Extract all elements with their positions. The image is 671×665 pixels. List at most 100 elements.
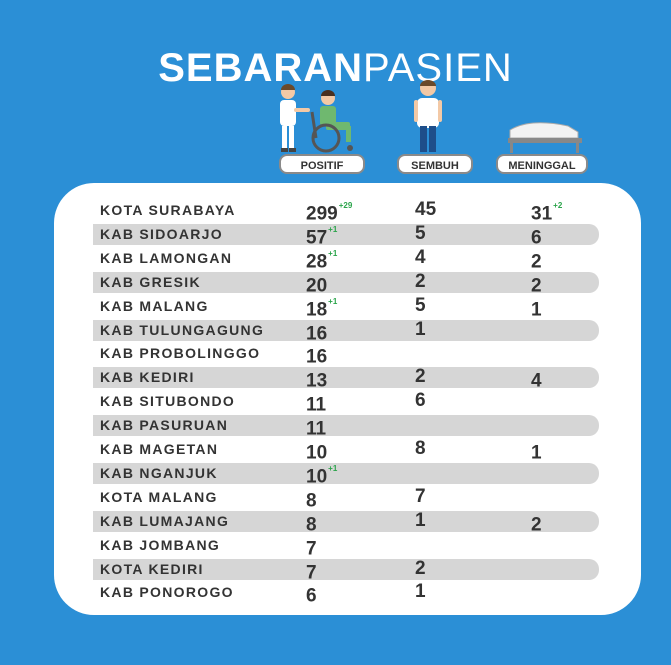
positif-value: 28+1 (306, 246, 337, 274)
positif-value: 11 (306, 413, 327, 441)
positif-count: 20 (306, 275, 328, 297)
title-light: PASIEN (363, 46, 513, 90)
table-row: KAB GRESIK 20 2 2 (93, 270, 599, 296)
sembuh-count: 2 (415, 271, 426, 292)
positif-value: 18+1 (306, 294, 337, 322)
positif-value: 8 (306, 509, 318, 537)
meninggal-count: 2 (531, 251, 542, 273)
meninggal-count: 4 (531, 370, 542, 392)
sembuh-value: 1 (415, 580, 426, 604)
positif-count: 28 (306, 251, 328, 273)
region-name: KAB PASURUAN (100, 417, 229, 433)
nurse-wheelchair-patient-icon (280, 84, 353, 153)
positif-value: 10 (306, 437, 328, 465)
region-name: KAB TULUNGAGUNG (100, 322, 265, 338)
sembuh-value: 1 (415, 318, 426, 342)
region-name: KOTA SURABAYA (100, 202, 236, 218)
positif-count: 299 (306, 203, 338, 225)
region-name: KAB LAMONGAN (100, 250, 233, 266)
positif-value: 6 (306, 580, 318, 608)
positif-value: 299+29 (306, 198, 352, 226)
sembuh-count: 1 (415, 581, 426, 602)
meninggal-count: 1 (531, 442, 542, 464)
table-row: KAB SIDOARJO 57+1 5 6 (93, 223, 599, 248)
sembuh-value: 2 (415, 365, 426, 389)
positif-count: 13 (306, 370, 328, 392)
meninggal-value: 6 (531, 222, 543, 250)
region-name: KAB MAGETAN (100, 441, 219, 457)
table-row: KAB PONOROGO 6 1 (93, 580, 599, 606)
meninggal-count: 2 (531, 514, 542, 536)
sembuh-count: 5 (415, 295, 426, 316)
positif-count: 57 (306, 227, 328, 249)
table-row: KAB LUMAJANG 8 1 2 (93, 509, 599, 535)
region-name: KOTA KEDIRI (100, 561, 204, 577)
title-bold: SEBARAN (158, 46, 364, 90)
data-card (54, 183, 641, 615)
positif-value: 16 (306, 318, 328, 346)
bed-icon (508, 122, 582, 153)
meninggal-value: 2 (531, 270, 543, 298)
positif-count: 8 (306, 514, 317, 536)
header-meninggal: MENINGGAL (496, 154, 588, 174)
table-row: KOTA SURABAYA 299+29 45 31+2 (93, 198, 599, 225)
table-row: KAB MAGETAN 10 8 1 (93, 438, 599, 463)
meninggal-value: 1 (531, 294, 543, 322)
region-name: KAB GRESIK (100, 274, 201, 290)
meninggal-value (531, 580, 532, 608)
meninggal-value: 1 (531, 437, 543, 465)
sembuh-count: 1 (415, 319, 426, 340)
region-name: KAB MALANG (100, 298, 209, 314)
positif-value: 16 (306, 341, 328, 369)
positif-count: 11 (306, 418, 327, 440)
header-sembuh: SEMBUH (397, 154, 473, 174)
meninggal-count: 2 (531, 275, 542, 297)
meninggal-value: 2 (531, 246, 543, 274)
positif-new-count: +1 (328, 225, 338, 234)
positif-count: 18 (306, 299, 328, 321)
region-name: KAB PONOROGO (100, 584, 234, 600)
region-name: KAB SIDOARJO (100, 226, 223, 242)
positif-count: 10 (306, 442, 328, 464)
table-row: KAB SITUBONDO 11 6 (93, 389, 599, 416)
positif-new-count: +1 (328, 464, 338, 473)
sembuh-value: 6 (415, 389, 426, 413)
region-name: KAB NGANJUK (100, 465, 218, 481)
positif-count: 8 (306, 490, 317, 512)
sembuh-count: 2 (415, 558, 426, 579)
positif-value: 20 (306, 270, 328, 298)
meninggal-count: 6 (531, 227, 542, 249)
positif-value: 57+1 (306, 222, 337, 250)
table-row: KAB PASURUAN 11 (93, 415, 599, 439)
sembuh-count: 2 (415, 366, 426, 387)
meninggal-new-count: +2 (553, 201, 563, 210)
meninggal-count: 31 (531, 203, 553, 225)
sembuh-count: 7 (415, 486, 426, 507)
sembuh-value: 5 (415, 294, 426, 318)
positif-value: 13 (306, 365, 328, 393)
positif-count: 16 (306, 323, 328, 345)
positif-value: 8 (306, 485, 318, 513)
sembuh-count: 5 (415, 223, 426, 244)
region-name: KOTA MALANG (100, 489, 218, 505)
sembuh-count: 8 (415, 438, 426, 459)
meninggal-value: 4 (531, 365, 543, 393)
sembuh-value: 45 (415, 198, 436, 222)
table-row: KAB KEDIRI 13 2 4 (93, 365, 599, 391)
positif-value: 7 (306, 557, 318, 585)
sembuh-value: 1 (415, 509, 426, 533)
sembuh-count: 4 (415, 247, 426, 268)
positif-count: 11 (306, 394, 327, 416)
meninggal-value: 2 (531, 509, 543, 537)
recovered-person-icon (414, 80, 442, 152)
sembuh-value: 2 (415, 270, 426, 294)
positif-count: 6 (306, 585, 317, 607)
sembuh-value: 4 (415, 246, 426, 270)
region-name: KAB JOMBANG (100, 537, 221, 553)
sembuh-value: 7 (415, 485, 426, 509)
meninggal-count: 1 (531, 299, 542, 321)
sembuh-count: 45 (415, 199, 437, 220)
positif-new-count: +1 (328, 249, 338, 258)
region-name: KAB LUMAJANG (100, 513, 230, 529)
positif-count: 16 (306, 346, 328, 368)
